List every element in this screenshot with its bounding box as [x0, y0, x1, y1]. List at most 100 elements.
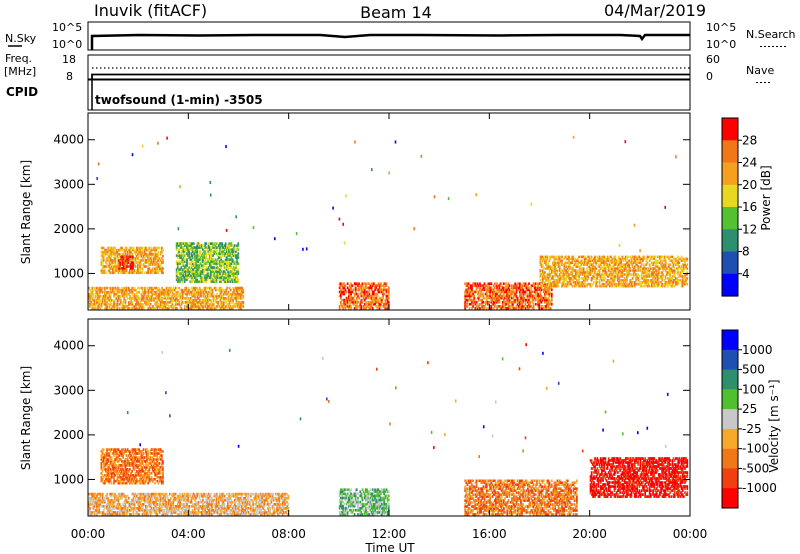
heatmap-cell [497, 300, 500, 304]
heatmap-cell [341, 298, 343, 302]
heatmap-cell [618, 259, 620, 263]
heatmap-cell [118, 458, 121, 461]
heatmap-cell [115, 292, 118, 296]
heatmap-cell [645, 259, 648, 263]
heatmap-cell [133, 269, 136, 272]
heatmap-cell [521, 302, 524, 306]
heatmap-cell [182, 254, 185, 257]
heatmap-cell [231, 278, 234, 282]
heatmap-cell [382, 290, 384, 294]
heatmap-cell [233, 290, 235, 294]
heatmap-cell [611, 277, 613, 280]
heatmap-cell [614, 284, 617, 288]
heatmap-cell [680, 269, 683, 272]
heatmap-cell [155, 474, 158, 477]
heatmap-cell [672, 259, 675, 263]
heatmap-cell [635, 261, 637, 265]
heatmap-cell [686, 282, 689, 286]
heatmap-cell [481, 284, 484, 288]
heatmap-cell [194, 292, 197, 296]
heatmap-cell [102, 464, 105, 467]
heatmap-cell [147, 450, 150, 453]
heatmap-cell [520, 307, 522, 310]
heatmap-cell [610, 281, 612, 284]
heatmap-cell [552, 271, 554, 274]
heatmap-cell [359, 284, 362, 288]
heatmap-cell [183, 250, 186, 253]
heatmap-cell [113, 248, 115, 252]
heatmap-cell [384, 298, 387, 302]
heatmap-cell [148, 462, 151, 465]
heatmap-cell [197, 270, 200, 273]
heatmap-cell [365, 307, 367, 310]
heatmap-cell [222, 307, 225, 310]
heatmap-cell [501, 307, 504, 310]
heatmap-cell [196, 270, 199, 273]
heatmap-cell [648, 263, 651, 266]
heatmap-cell [542, 290, 545, 294]
heatmap-cell [221, 248, 224, 251]
heatmap-cell [541, 307, 544, 310]
heatmap-cell [174, 301, 177, 304]
heatmap-cell [220, 278, 223, 282]
heatmap-cell [106, 460, 108, 463]
heatmap-cell [571, 279, 574, 282]
heatmap-cell [626, 284, 628, 288]
heatmap-cell [204, 258, 207, 261]
heatmap-cell [629, 281, 632, 284]
heatmap-cell [487, 300, 489, 304]
heatmap-cell [194, 254, 196, 257]
heatmap-cell [151, 460, 154, 463]
heatmap-cell [147, 452, 150, 455]
heatmap-cell [153, 307, 155, 310]
heatmap-cell [349, 294, 351, 298]
heatmap-cell [195, 301, 198, 304]
heatmap-cell [653, 257, 656, 261]
heatmap-cell [610, 282, 612, 286]
heatmap-cell [175, 262, 178, 265]
heatmap-cell [107, 248, 110, 252]
heatmap-cell [663, 279, 666, 282]
heatmap-cell [561, 263, 563, 266]
heatmap-cell [216, 246, 219, 249]
heatmap-cell [107, 299, 110, 302]
heatmap-cell [180, 307, 183, 310]
heatmap-cell [544, 282, 546, 286]
heatmap-cell [490, 288, 493, 292]
heatmap-cell [109, 307, 112, 310]
heatmap-cell [129, 252, 131, 256]
heatmap-cell [673, 269, 676, 272]
heatmap-cell [104, 466, 106, 469]
heatmap-cell [554, 275, 557, 278]
heatmap-cell [139, 470, 142, 473]
heatmap-cell [156, 294, 159, 298]
heatmap-cell [149, 259, 152, 262]
heatmap-cell [639, 249, 641, 253]
heatmap-cell [678, 257, 681, 261]
heatmap-cell [464, 290, 467, 294]
heatmap-cell [130, 248, 132, 252]
heatmap-cell [586, 263, 588, 266]
heatmap-cell [542, 277, 545, 280]
heatmap-cell [220, 301, 223, 304]
heatmap-cell [163, 307, 166, 310]
heatmap-cell [172, 286, 175, 290]
heatmap-cell [610, 267, 612, 270]
heatmap-cell [492, 302, 495, 306]
heatmap-cell [504, 290, 506, 294]
heatmap-cell [109, 476, 112, 479]
heatmap-cell [128, 307, 130, 310]
heatmap-cell [590, 269, 593, 272]
heatmap-cell [124, 481, 127, 485]
heatmap-cell [662, 259, 665, 263]
heatmap-cell [483, 305, 486, 308]
heatmap-cell [187, 250, 189, 253]
heatmap-cell [121, 460, 123, 463]
heatmap-cell [618, 269, 620, 272]
heatmap-cell [554, 263, 557, 266]
heatmap-cell [176, 303, 178, 306]
heatmap-cell [572, 135, 575, 139]
heatmap-cell [97, 288, 99, 292]
heatmap-cell [182, 270, 185, 273]
heatmap-cell [664, 275, 667, 278]
